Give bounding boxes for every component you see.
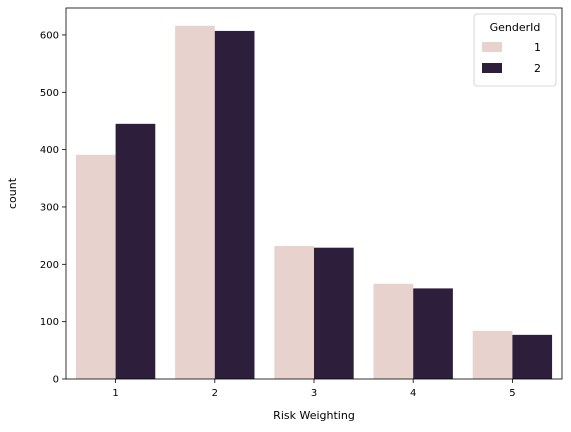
x-axis-label: Risk Weighting — [273, 409, 355, 422]
y-tick-label: 300 — [40, 202, 59, 213]
bar-genderid-2-risk-4 — [413, 288, 453, 379]
bar-genderid-1-risk-2 — [175, 25, 215, 380]
y-tick-label: 200 — [40, 260, 59, 271]
bar-genderid-2-risk-5 — [512, 334, 553, 379]
x-tick-label: 3 — [311, 388, 317, 399]
bar-genderid-2-risk-2 — [214, 30, 255, 379]
y-tick-label: 0 — [53, 375, 59, 386]
bar-genderid-1-risk-3 — [274, 245, 314, 379]
bar-genderid-1-risk-4 — [373, 283, 414, 379]
legend-swatch-1 — [482, 42, 502, 52]
bar-genderid-2-risk-3 — [314, 247, 354, 379]
bar-genderid-1-risk-5 — [472, 330, 513, 379]
x-tick-label: 4 — [410, 388, 416, 399]
legend-label-2: 2 — [534, 62, 541, 75]
legend-items: 12 — [482, 41, 541, 75]
legend: GenderId 12 — [473, 13, 557, 87]
x-tick-label: 2 — [212, 388, 218, 399]
y-tick-label: 100 — [40, 317, 59, 328]
y-axis-label: count — [6, 177, 19, 209]
bar-genderid-2-risk-1 — [115, 123, 156, 379]
y-tick-label: 500 — [40, 88, 59, 99]
y-tick-label: 600 — [40, 30, 59, 41]
y-tick-label: 400 — [40, 145, 59, 156]
x-tick-label: 5 — [509, 388, 515, 399]
y-axis: 0 100 200 300 400 500 600 — [40, 30, 66, 386]
bars-group — [75, 25, 553, 380]
bar-genderid-1-risk-1 — [75, 154, 116, 379]
legend-swatch-2 — [482, 63, 502, 73]
legend-title: GenderId — [490, 21, 541, 34]
x-tick-label: 1 — [112, 388, 118, 399]
x-axis: 1 2 3 4 5 — [112, 379, 516, 399]
legend-label-1: 1 — [534, 41, 541, 54]
